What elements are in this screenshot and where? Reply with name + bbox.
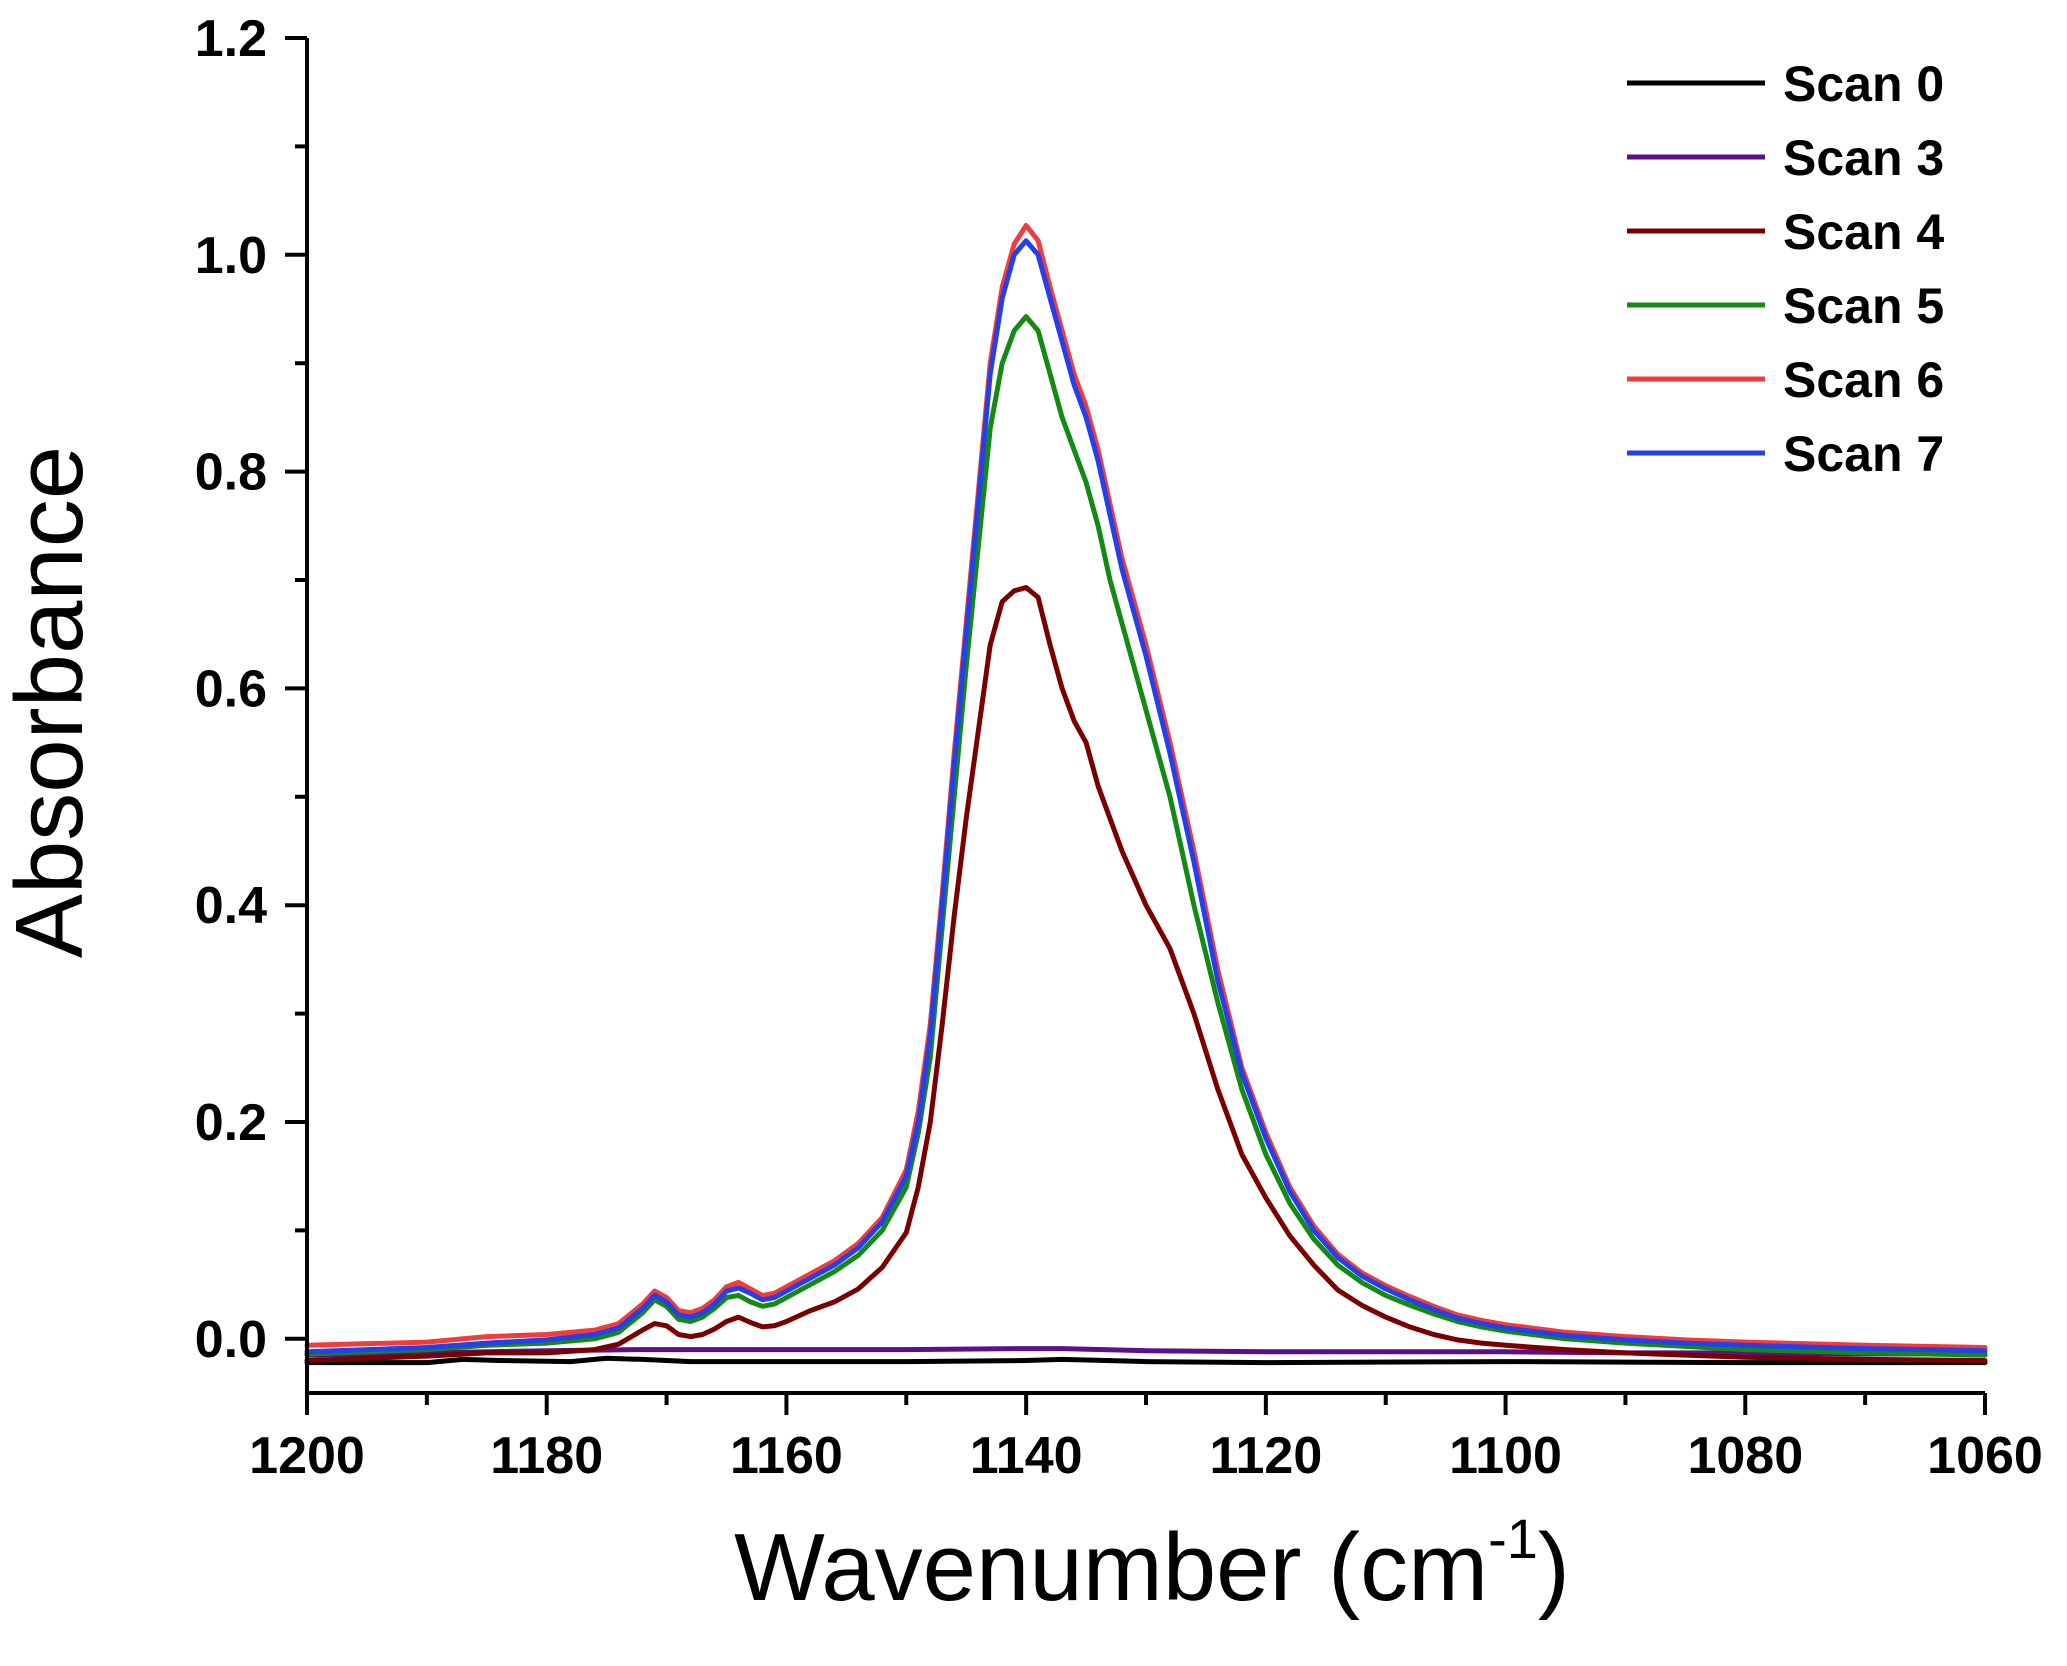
x-axis-title-main: Wavenumber (cm — [734, 1514, 1488, 1621]
x-tick-label: 1100 — [1449, 1427, 1562, 1485]
y-tick-label: 0.8 — [195, 444, 267, 502]
series-line-4 — [304, 223, 1988, 1350]
y-tick-label: 1.2 — [195, 10, 267, 68]
x-tick-label: 1180 — [490, 1427, 603, 1485]
x-axis-title-close: ) — [1538, 1514, 1570, 1621]
legend-label: Scan 7 — [1783, 426, 1944, 482]
legend-label: Scan 0 — [1783, 56, 1944, 112]
y-tick-label: 0.6 — [195, 660, 267, 718]
y-axis-ticks: 0.0 0.2 0.4 0.6 0.8 1.0 1.2 — [195, 10, 307, 1369]
legend: Scan 0 Scan 3 Scan 4 Scan 5 Scan 6 Scan 7 — [1627, 56, 1944, 482]
legend-label: Scan 6 — [1783, 352, 1944, 408]
x-axis-title-superscript: -1 — [1488, 1507, 1538, 1570]
series-line-3 — [304, 314, 1988, 1358]
x-tick-label: 1200 — [249, 1427, 365, 1485]
x-tick-label: 1120 — [1209, 1427, 1322, 1485]
legend-label: Scan 4 — [1783, 204, 1944, 260]
y-tick-label: 0.4 — [195, 877, 267, 935]
x-tick-label: 1160 — [730, 1427, 843, 1485]
x-tick-label: 1080 — [1687, 1427, 1803, 1485]
series-line-0 — [304, 1355, 1988, 1366]
plot-lines — [304, 223, 1988, 1366]
series-line-2 — [304, 585, 1988, 1363]
legend-label: Scan 3 — [1783, 130, 1944, 186]
y-tick-label: 0.0 — [195, 1311, 267, 1369]
legend-label: Scan 5 — [1783, 278, 1944, 334]
y-tick-label: 1.0 — [195, 227, 267, 285]
series-line-5 — [304, 238, 1988, 1355]
x-axis-title: Wavenumber (cm-1) — [734, 1507, 1570, 1621]
x-tick-label: 1140 — [970, 1427, 1083, 1485]
x-axis-ticks: 1200 1180 1160 1140 1120 1100 1080 1060 — [249, 1393, 2043, 1485]
y-axis-title: Absorbance — [0, 446, 103, 958]
x-tick-label: 1060 — [1927, 1427, 2043, 1485]
y-tick-label: 0.2 — [195, 1094, 267, 1152]
